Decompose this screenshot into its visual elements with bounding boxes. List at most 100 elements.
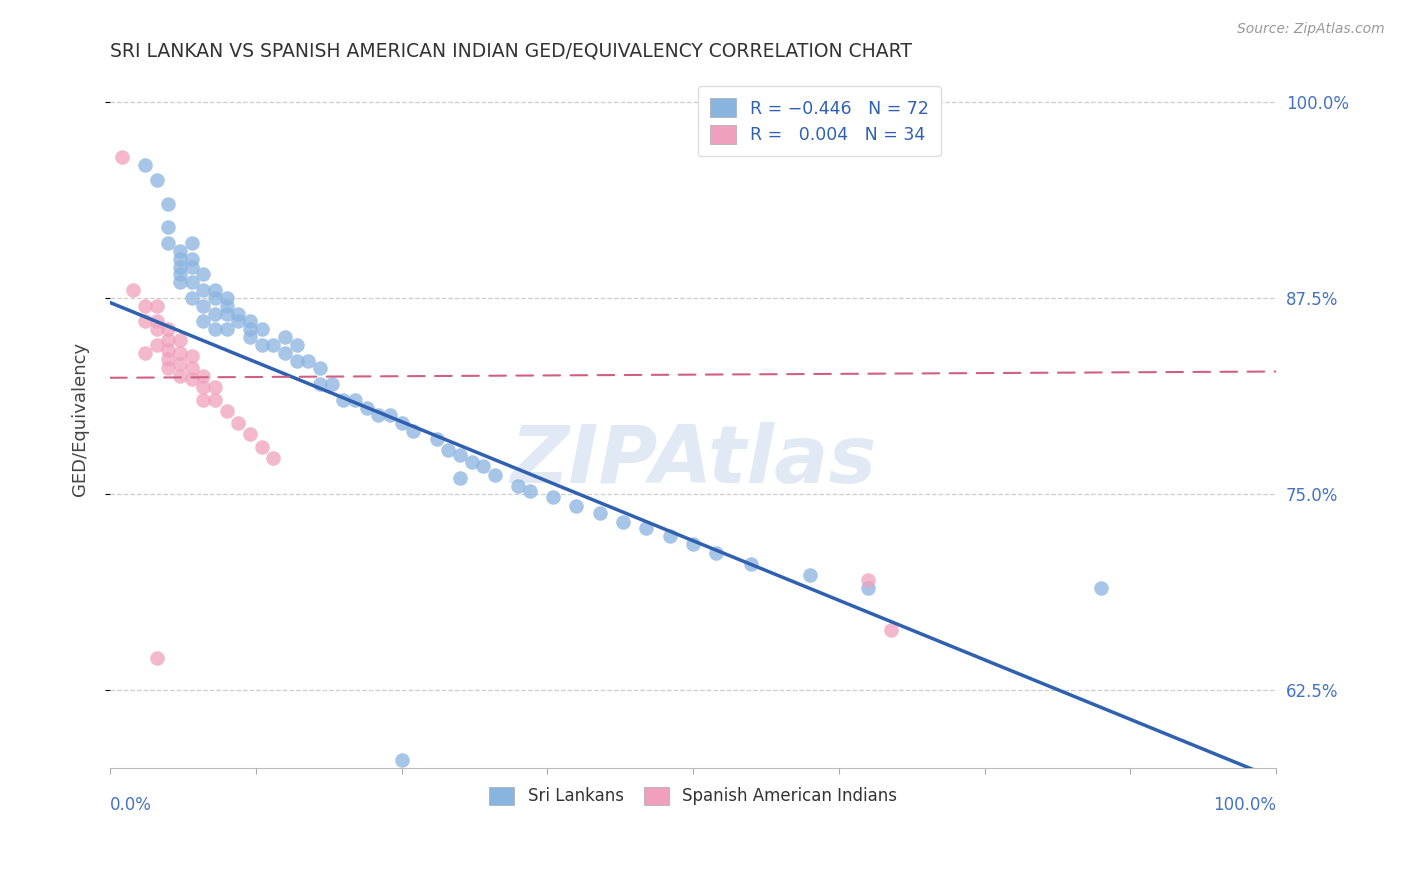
Point (309, 361, 332, 376)
Point (157, 343, 180, 357)
Point (508, 479, 530, 493)
Point (193, 392, 215, 407)
Point (262, 450, 284, 465)
Point (367, 409, 389, 423)
Point (145, 338, 167, 352)
Point (169, 244, 191, 258)
Point (856, 573, 879, 587)
Point (391, 416, 413, 430)
Point (309, 377, 332, 392)
Legend: Sri Lankans, Spanish American Indians: Sri Lankans, Spanish American Indians (479, 777, 907, 815)
Point (565, 500, 588, 514)
Point (204, 380, 226, 394)
Point (204, 392, 226, 407)
Point (204, 306, 226, 320)
Point (145, 173, 167, 187)
Point (204, 283, 226, 297)
Point (706, 546, 728, 560)
Point (541, 815, 564, 830)
Point (740, 558, 762, 572)
Point (250, 322, 273, 336)
Point (169, 345, 191, 359)
Point (541, 490, 564, 504)
Point (437, 442, 460, 457)
Point (193, 380, 215, 394)
Point (169, 252, 191, 266)
Point (134, 314, 156, 328)
Point (274, 330, 297, 344)
Point (111, 150, 134, 164)
Point (193, 299, 215, 313)
Point (157, 197, 180, 211)
Point (402, 424, 425, 438)
Point (180, 275, 202, 289)
Point (239, 314, 262, 328)
Point (215, 322, 238, 336)
Point (449, 448, 471, 462)
Point (228, 306, 250, 320)
Point (658, 529, 681, 543)
Point (145, 299, 167, 313)
Point (449, 471, 471, 485)
Point (193, 268, 215, 282)
Point (636, 521, 658, 535)
Text: 0.0%: 0.0% (110, 797, 152, 814)
Point (519, 483, 541, 498)
Point (239, 322, 262, 336)
Point (1090, 581, 1112, 595)
Text: 100.0%: 100.0% (1213, 797, 1277, 814)
Point (157, 361, 180, 376)
Point (215, 291, 238, 305)
Point (204, 291, 226, 305)
Point (250, 338, 273, 352)
Point (157, 333, 180, 347)
Point (169, 275, 191, 289)
Point (228, 314, 250, 328)
Point (612, 515, 634, 529)
Text: ZIPAtlas: ZIPAtlas (510, 422, 876, 500)
Point (157, 220, 180, 235)
Point (356, 401, 378, 415)
Point (215, 403, 238, 417)
Point (589, 506, 612, 520)
Point (180, 372, 202, 386)
Point (239, 330, 262, 344)
Point (239, 427, 262, 442)
Point (169, 260, 191, 274)
Point (145, 322, 167, 336)
Point (134, 299, 156, 313)
Point (215, 306, 238, 320)
Point (799, 568, 821, 582)
Point (391, 753, 413, 767)
Point (193, 314, 215, 328)
Point (193, 283, 215, 297)
Point (193, 369, 215, 384)
Point (145, 651, 167, 665)
Point (180, 361, 202, 376)
Point (484, 467, 506, 482)
Text: SRI LANKAN VS SPANISH AMERICAN INDIAN GED/EQUIVALENCY CORRELATION CHART: SRI LANKAN VS SPANISH AMERICAN INDIAN GE… (110, 42, 912, 61)
Point (157, 235, 180, 250)
Point (425, 432, 447, 446)
Y-axis label: GED/Equivalency: GED/Equivalency (72, 343, 89, 496)
Point (169, 333, 191, 347)
Point (332, 392, 354, 407)
Point (880, 623, 903, 637)
Point (180, 349, 202, 363)
Point (180, 252, 202, 266)
Point (180, 291, 202, 305)
Point (250, 440, 273, 454)
Point (378, 409, 401, 423)
Point (285, 353, 308, 368)
Point (472, 458, 495, 473)
Point (297, 353, 319, 368)
Point (145, 314, 167, 328)
Point (321, 377, 343, 392)
Point (157, 322, 180, 336)
Point (460, 455, 482, 469)
Point (274, 345, 297, 359)
Point (169, 369, 191, 384)
Point (285, 338, 308, 352)
Point (169, 268, 191, 282)
Point (122, 283, 145, 297)
